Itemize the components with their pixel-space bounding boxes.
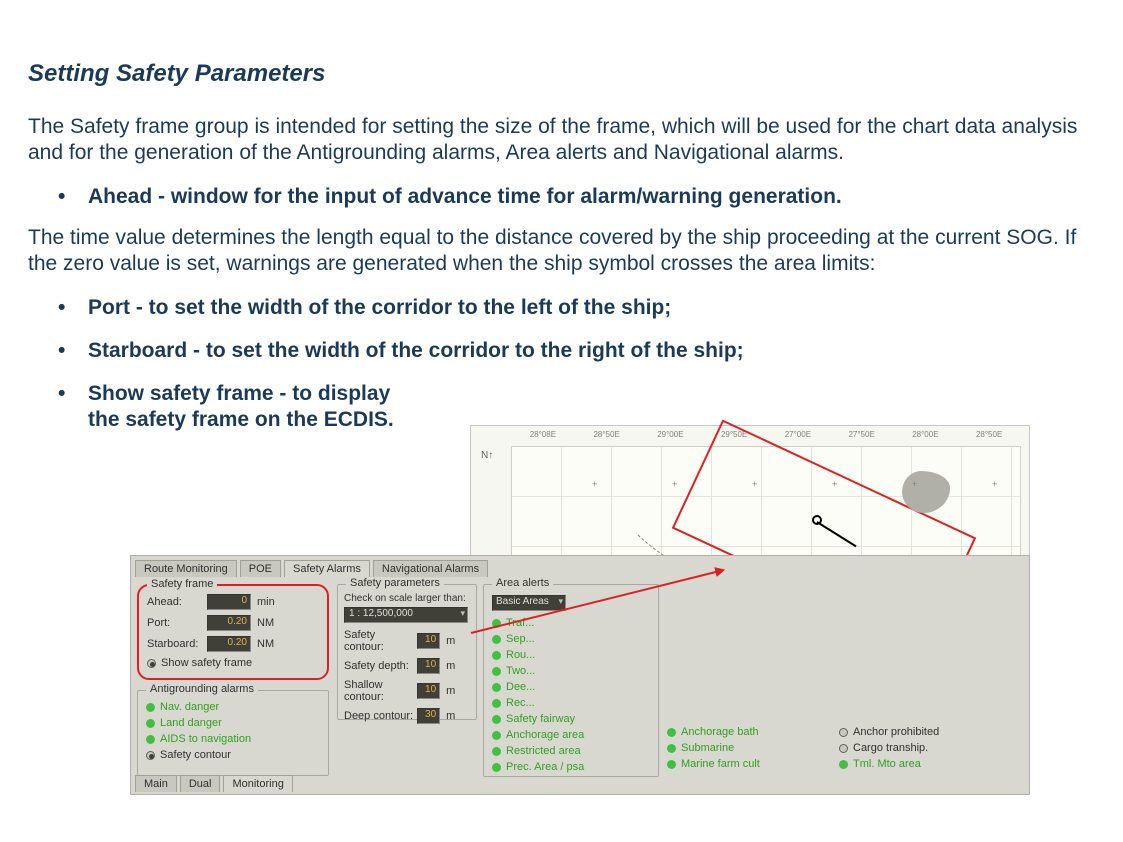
radio-icon[interactable] bbox=[839, 728, 848, 737]
label-shallow-contour: Shallow contour: bbox=[344, 679, 417, 703]
area-opt[interactable]: Marine farm cult bbox=[667, 758, 831, 770]
check-scale-label: Check on scale larger than: bbox=[344, 593, 470, 604]
status-dot-icon bbox=[492, 747, 501, 756]
north-indicator: N↑ bbox=[481, 450, 493, 461]
input-port[interactable]: 0.20 bbox=[207, 615, 251, 631]
antigrounding-group: Antigrounding alarms Nav. danger Land da… bbox=[137, 690, 329, 776]
bullet-ahead: Ahead - window for the input of advance … bbox=[58, 185, 1095, 209]
tabs-bottom: Main Dual Monitoring bbox=[135, 775, 293, 792]
label-deep-contour: Deep contour: bbox=[344, 710, 417, 722]
unit-m: m bbox=[446, 685, 470, 697]
input-ahead[interactable]: 0 bbox=[207, 594, 251, 610]
safety-parameters-group: Safety parameters Check on scale larger … bbox=[337, 584, 477, 720]
status-dot-icon bbox=[492, 683, 501, 692]
page-title: Setting Safety Parameters bbox=[28, 60, 1095, 88]
area-opt[interactable]: Two... bbox=[492, 665, 650, 677]
area-opt[interactable]: Anchorage bath bbox=[667, 726, 831, 738]
label-starboard: Starboard: bbox=[147, 638, 207, 650]
bullet-starboard: Starboard - to set the width of the corr… bbox=[58, 338, 1095, 363]
tab-poe[interactable]: POE bbox=[240, 560, 281, 577]
unit-m: m bbox=[446, 710, 470, 722]
tab-main[interactable]: Main bbox=[135, 775, 177, 792]
area-alerts-col3: Anchor prohibited Cargo tranship. Tml. M… bbox=[839, 726, 1019, 774]
tab-route-monitoring[interactable]: Route Monitoring bbox=[135, 560, 237, 577]
status-dot-icon bbox=[492, 651, 501, 660]
tab-monitoring[interactable]: Monitoring bbox=[223, 775, 292, 792]
safety-frame-title: Safety frame bbox=[147, 578, 217, 590]
paragraph-2: The time value determines the length equ… bbox=[28, 225, 1095, 278]
status-dot-icon bbox=[146, 703, 155, 712]
status-dot-icon bbox=[146, 719, 155, 728]
lon-label: 28°08E bbox=[511, 430, 575, 439]
status-dot-icon bbox=[492, 667, 501, 676]
area-opt[interactable]: Dee... bbox=[492, 681, 650, 693]
status-dot-icon bbox=[667, 744, 676, 753]
label-port: Port: bbox=[147, 617, 207, 629]
unit-m: m bbox=[446, 635, 470, 647]
area-opt[interactable]: Rou... bbox=[492, 649, 650, 661]
screenshot-composite: N↑ 28°08E 28°50E 29°00E 29°50E 27°00E 27… bbox=[130, 425, 1030, 795]
status-dot-icon bbox=[839, 760, 848, 769]
label-safety-depth: Safety depth: bbox=[344, 660, 417, 672]
area-opt[interactable]: Tml. Mto area bbox=[839, 758, 1019, 770]
area-opt[interactable]: Anchorage area bbox=[492, 729, 650, 741]
basic-areas-dropdown[interactable]: Basic Areas bbox=[492, 595, 566, 611]
safety-parameters-title: Safety parameters bbox=[346, 577, 444, 589]
opt-land-danger[interactable]: Land danger bbox=[146, 717, 251, 729]
area-alerts-title: Area alerts bbox=[492, 577, 553, 589]
status-dot-icon bbox=[492, 635, 501, 644]
tabs-top: Route Monitoring POE Safety Alarms Navig… bbox=[135, 560, 488, 577]
status-dot-icon bbox=[492, 715, 501, 724]
status-dot-icon bbox=[492, 763, 501, 772]
config-panel: Route Monitoring POE Safety Alarms Navig… bbox=[130, 555, 1030, 795]
unit-min: min bbox=[257, 596, 285, 608]
status-dot-icon bbox=[492, 731, 501, 740]
status-dot-icon bbox=[667, 760, 676, 769]
scale-dropdown[interactable]: 1 : 12,500,000 bbox=[344, 607, 468, 623]
area-opt: Cargo tranship. bbox=[853, 742, 928, 754]
area-alerts-group: Area alerts Basic Areas Traf... Sep... R… bbox=[483, 584, 659, 777]
status-dot-icon bbox=[492, 699, 501, 708]
opt-aids-navigation[interactable]: AIDS to navigation bbox=[146, 733, 251, 745]
lon-label: 28°50E bbox=[957, 430, 1021, 439]
show-safety-frame-radio[interactable] bbox=[147, 659, 156, 668]
unit-nm: NM bbox=[257, 638, 285, 650]
unit-nm: NM bbox=[257, 617, 285, 629]
area-opt[interactable]: Rec... bbox=[492, 697, 650, 709]
area-opt[interactable]: Traf... bbox=[492, 617, 650, 629]
area-opt[interactable]: Safety fairway bbox=[492, 713, 650, 725]
area-opt[interactable]: Restricted area bbox=[492, 745, 650, 757]
safety-frame-group: Safety frame Ahead: 0 min Port: 0.20 NM … bbox=[137, 584, 329, 680]
input-safety-depth[interactable]: 10 bbox=[417, 658, 440, 674]
tab-navigational-alarms[interactable]: Navigational Alarms bbox=[373, 560, 488, 577]
input-safety-contour[interactable]: 10 bbox=[417, 633, 440, 649]
opt-safety-contour: Safety contour bbox=[160, 749, 231, 761]
tab-dual[interactable]: Dual bbox=[180, 775, 221, 792]
opt-nav-danger[interactable]: Nav. danger bbox=[146, 701, 251, 713]
antigrounding-title: Antigrounding alarms bbox=[146, 683, 258, 695]
area-opt: Anchor prohibited bbox=[853, 726, 939, 738]
intro-paragraph: The Safety frame group is intended for s… bbox=[28, 114, 1095, 167]
status-dot-icon bbox=[667, 728, 676, 737]
input-starboard[interactable]: 0.20 bbox=[207, 636, 251, 652]
area-alerts-col2: Anchorage bath Submarine Marine farm cul… bbox=[667, 726, 831, 774]
bullet-port: Port - to set the width of the corridor … bbox=[58, 295, 1095, 320]
label-ahead: Ahead: bbox=[147, 596, 207, 608]
radio-icon[interactable] bbox=[839, 744, 848, 753]
area-opt[interactable]: Sep... bbox=[492, 633, 650, 645]
status-dot-icon bbox=[146, 735, 155, 744]
tab-safety-alarms[interactable]: Safety Alarms bbox=[284, 560, 370, 577]
show-safety-frame-label: Show safety frame bbox=[161, 657, 252, 669]
area-opt[interactable]: Prec. Area / psa bbox=[492, 761, 650, 773]
label-safety-contour: Safety contour: bbox=[344, 629, 417, 653]
input-shallow-contour[interactable]: 10 bbox=[417, 683, 440, 699]
area-opt[interactable]: Submarine bbox=[667, 742, 831, 754]
safety-contour-radio[interactable] bbox=[146, 751, 155, 760]
unit-m: m bbox=[446, 660, 470, 672]
input-deep-contour[interactable]: 30 bbox=[417, 708, 440, 724]
